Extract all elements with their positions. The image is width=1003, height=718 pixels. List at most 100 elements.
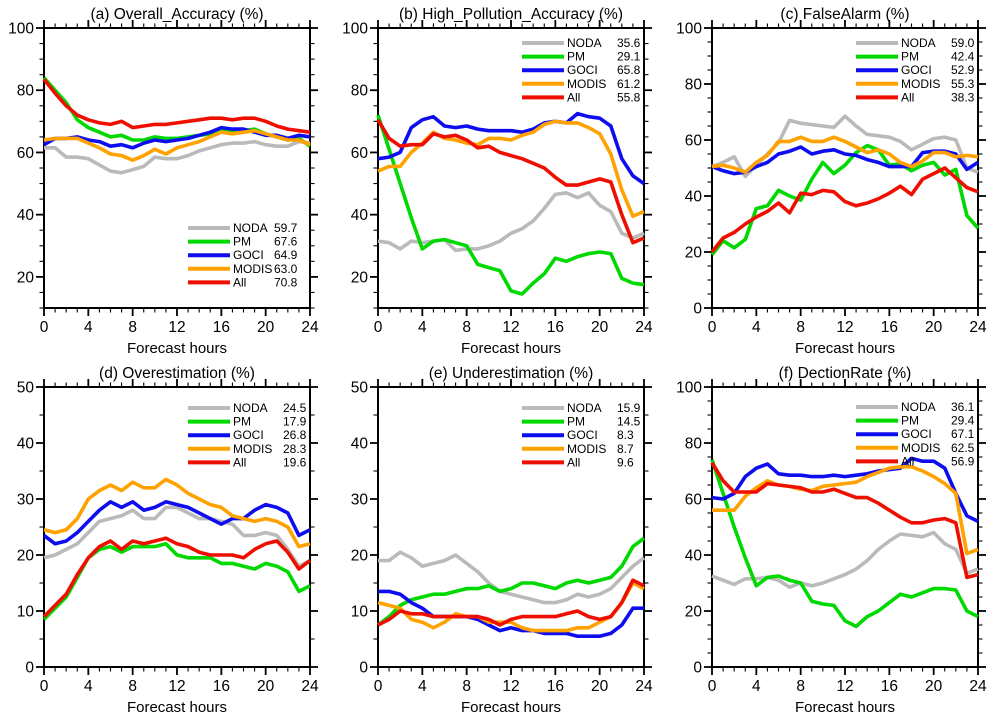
- x-tick-label: 16: [213, 319, 230, 336]
- x-tick-label: 4: [418, 319, 427, 336]
- y-tick-label: 80: [685, 436, 703, 453]
- legend-label-goci-d: GOCI: [233, 428, 264, 442]
- legend-value-pm-f: 29.4: [951, 414, 975, 428]
- legend-label-goci-e: GOCI: [567, 428, 598, 442]
- legend-value-goci-e: 8.3: [617, 428, 634, 442]
- x-tick-label: 4: [752, 319, 761, 336]
- legend-label-pm-f: PM: [901, 414, 919, 428]
- series-line-goci-f: [711, 456, 979, 524]
- y-tick-label: 40: [351, 436, 369, 453]
- legend-value-noda-b: 35.6: [617, 36, 641, 50]
- legend-label-modis-a: MODIS: [233, 262, 272, 276]
- panel-b-xlabel: Forecast hours: [461, 340, 561, 357]
- legend-value-noda-f: 36.1: [951, 400, 975, 414]
- legend-value-pm-d: 17.9: [283, 415, 307, 429]
- x-tick-label: 4: [752, 678, 761, 695]
- legend-value-pm-e: 14.5: [617, 415, 641, 429]
- legend-value-goci-f: 67.1: [951, 427, 975, 441]
- x-tick-label: 0: [40, 319, 49, 336]
- series-line-modis-a: [43, 128, 311, 162]
- x-tick-label: 12: [836, 678, 853, 695]
- y-tick-label: 50: [351, 380, 369, 397]
- legend-value-pm-b: 29.1: [617, 50, 641, 64]
- legend-value-goci-d: 26.8: [283, 428, 307, 442]
- x-tick-label: 24: [969, 678, 987, 695]
- x-tick-label: 8: [796, 319, 805, 336]
- panel-f-xlabel: Forecast hours: [795, 699, 895, 716]
- y-tick-label: 100: [676, 380, 702, 397]
- y-tick-label: 0: [693, 301, 702, 318]
- legend-value-goci-c: 52.9: [951, 63, 975, 77]
- x-tick-label: 24: [635, 319, 653, 336]
- series-line-goci-e: [378, 589, 644, 639]
- y-tick-label: 10: [17, 604, 35, 621]
- legend-label-modis-f: MODIS: [901, 441, 940, 455]
- panel-a-title: (a) Overall_Accuracy (%): [90, 6, 263, 23]
- legend-label-modis-b: MODIS: [567, 77, 606, 91]
- y-tick-label: 20: [17, 548, 35, 565]
- series-line-all-f: [710, 461, 979, 580]
- x-tick-label: 20: [257, 678, 275, 695]
- x-tick-label: 12: [168, 678, 185, 695]
- y-tick-label: 0: [25, 660, 34, 677]
- y-tick-label: 40: [685, 189, 703, 206]
- x-tick-label: 20: [925, 678, 943, 695]
- x-tick-label: 12: [836, 319, 853, 336]
- legend-label-goci-f: GOCI: [901, 427, 932, 441]
- legend-value-modis-d: 28.3: [283, 442, 307, 456]
- series-line-all-a: [42, 78, 311, 134]
- y-tick-label: 100: [8, 21, 34, 38]
- legend-label-all-f: All: [901, 454, 914, 468]
- legend-value-all-c: 38.3: [951, 90, 975, 104]
- chart-a: (a) Overall_Accuracy (%) 0 4 8 12 16 20 24 20 40 6…: [8, 6, 319, 357]
- legend-label-modis-d: MODIS: [233, 442, 272, 456]
- x-tick-label: 24: [969, 319, 987, 336]
- legend-label-all-d: All: [233, 455, 246, 469]
- series-line-noda-d: [43, 505, 311, 568]
- legend-value-all-f: 56.9: [951, 454, 975, 468]
- series-line-modis-c: [711, 135, 979, 174]
- panel-d-title: (d) Overestimation (%): [99, 365, 255, 382]
- y-tick-label: 10: [351, 604, 369, 621]
- y-tick-label: 40: [17, 207, 35, 224]
- chart-c: (c) FalseAlarm (%) 0 4 8 12 16 20 24 0 20 40 60 80 10…: [676, 6, 987, 357]
- legend-label-goci-b: GOCI: [567, 63, 598, 77]
- x-tick-label: 20: [591, 678, 609, 695]
- y-tick-label: 20: [351, 548, 369, 565]
- x-tick-label: 8: [128, 319, 137, 336]
- y-tick-label: 20: [17, 269, 35, 286]
- panel-d-overestimation: (d) Overestimation (%) 0 4 8 12 16 20 24 0 10 20 30…: [0, 359, 334, 718]
- x-tick-label: 16: [881, 319, 898, 336]
- legend-value-noda-d: 24.5: [283, 401, 307, 415]
- y-tick-label: 60: [685, 133, 703, 150]
- legend-value-all-e: 9.6: [617, 455, 634, 469]
- legend-value-noda-a: 59.7: [274, 221, 298, 235]
- legend-label-all-b: All: [567, 90, 580, 104]
- legend-value-modis-a: 63.0: [274, 262, 298, 276]
- x-tick-label: 0: [708, 319, 717, 336]
- legend-value-modis-e: 8.7: [617, 442, 634, 456]
- legend-label-pm-a: PM: [233, 235, 251, 249]
- x-tick-label: 16: [547, 678, 564, 695]
- x-tick-label: 20: [591, 319, 609, 336]
- series-line-all-d: [42, 536, 312, 618]
- series-line-noda-e: [378, 550, 646, 605]
- panel-f-title: (f) DectionRate (%): [779, 365, 912, 382]
- x-tick-label: 8: [128, 678, 137, 695]
- plot-frame: [43, 386, 311, 668]
- y-tick-label: 0: [693, 660, 702, 677]
- legend-value-noda-c: 59.0: [951, 36, 975, 50]
- series-line-pm-f: [710, 459, 979, 629]
- chart-e: (e) Underestimation (%) 0 4 8 12 16 20 24 0 10 20 3…: [351, 365, 653, 716]
- y-tick-label: 60: [17, 145, 35, 162]
- series-line-noda-f: [711, 530, 979, 589]
- plot-frame: [711, 386, 979, 668]
- panel-d-xlabel: Forecast hours: [127, 699, 227, 716]
- x-tick-label: 24: [301, 319, 319, 336]
- panel-e-underestimation: (e) Underestimation (%) 0 4 8 12 16 20 24 0 10 20 3…: [334, 359, 668, 718]
- x-tick-label: 24: [301, 678, 319, 695]
- legend-label-pm-d: PM: [233, 415, 251, 429]
- series-line-modis-f: [712, 465, 979, 556]
- series-line-noda-a: [44, 139, 311, 175]
- y-tick-label: 80: [685, 77, 703, 94]
